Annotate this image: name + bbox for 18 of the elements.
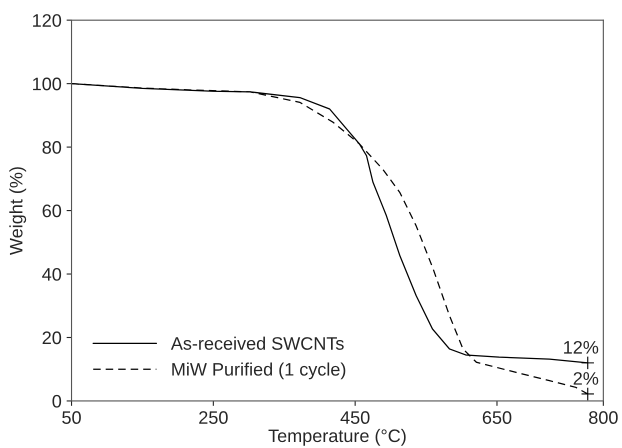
x-tick-label: 450 <box>340 411 370 424</box>
y-tick-label: 20 <box>42 331 62 344</box>
legend-label: MiW Purified (1 cycle) <box>172 362 346 380</box>
y-axis-title: Weight (%) <box>9 167 26 255</box>
y-tick-label: 120 <box>33 14 62 27</box>
annotation: 2% <box>574 372 598 385</box>
x-tick-label: 800 <box>589 411 618 424</box>
y-tick-label: 100 <box>33 78 62 90</box>
annotation: 12% <box>564 340 598 354</box>
y-tick-label: 80 <box>42 141 62 154</box>
y-tick-label: 0 <box>52 394 62 408</box>
legend-label: As-received SWCNTs <box>170 336 344 350</box>
x-axis-title: Temperature (°C) <box>268 428 406 446</box>
y-tick-label: 60 <box>42 204 62 218</box>
x-tick-label: 50 <box>62 411 81 424</box>
x-tick-label: 650 <box>482 411 512 424</box>
y-tick-label: 40 <box>42 268 62 281</box>
x-tick-label: 250 <box>199 411 228 424</box>
